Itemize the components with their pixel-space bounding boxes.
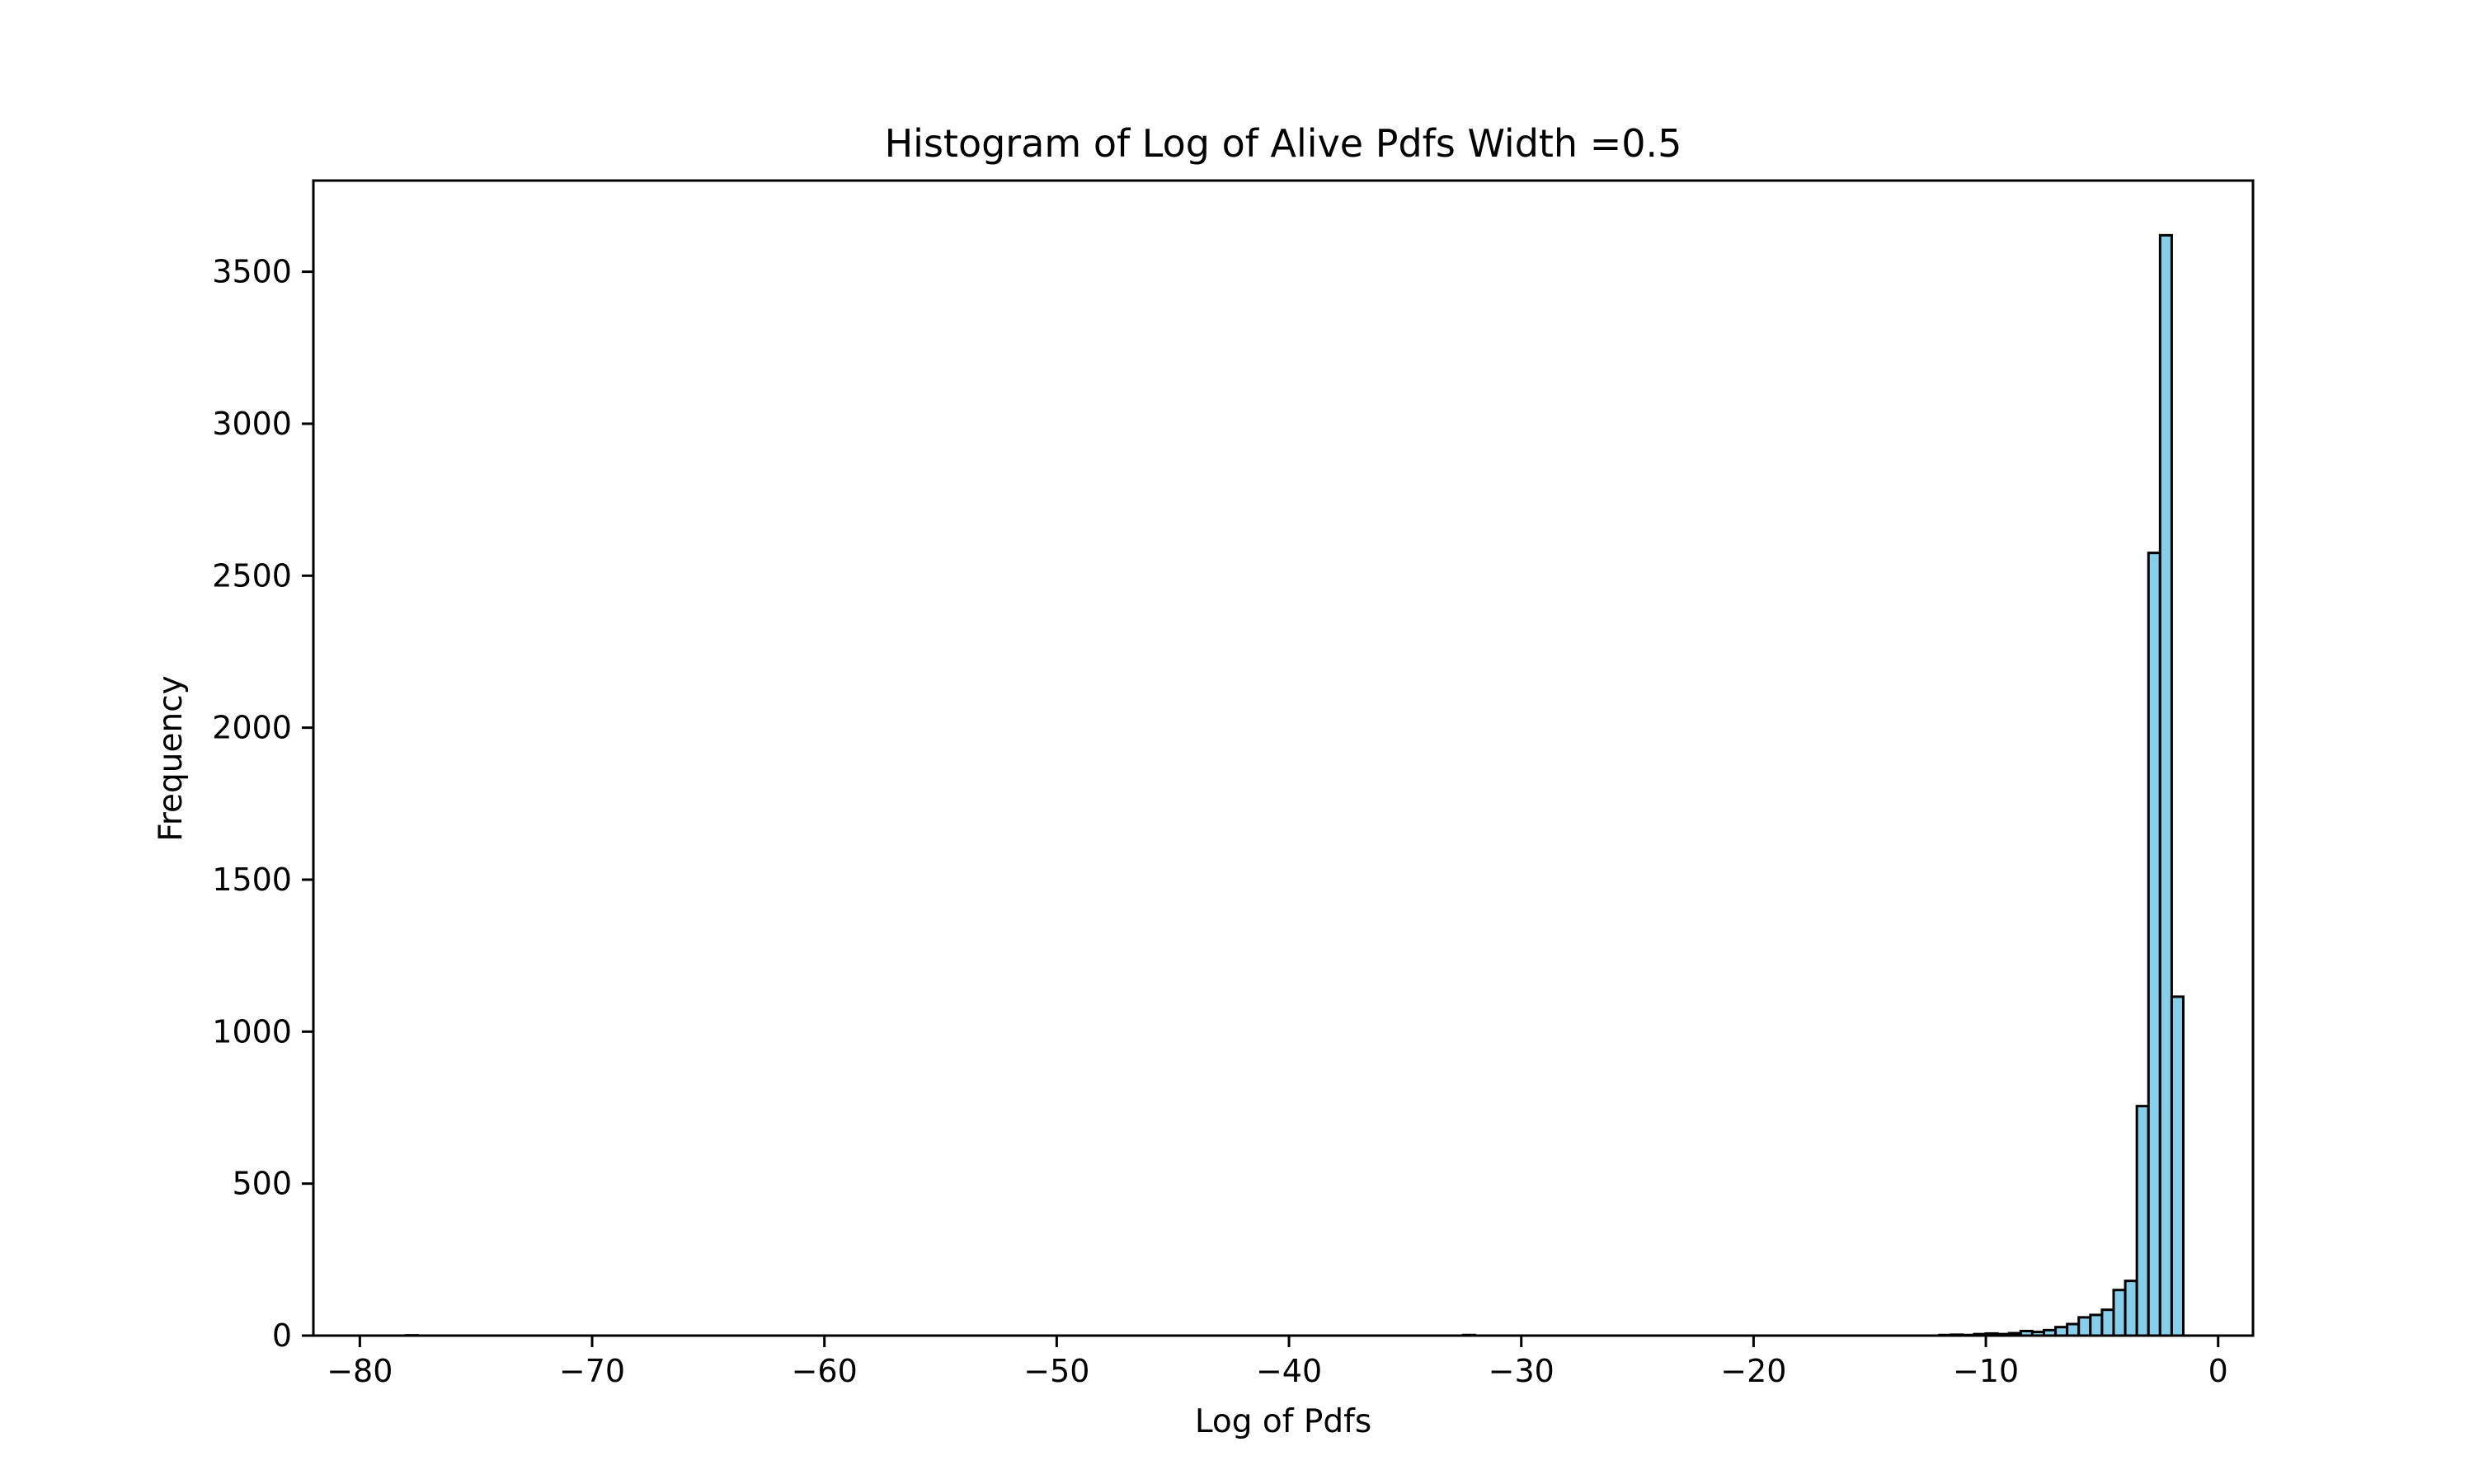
y-tick-label: 3500 [212,254,292,290]
histogram-bar [2147,552,2161,1337]
y-tick-label: 500 [232,1166,292,1202]
histogram-bar [2124,1280,2138,1337]
histogram-bar [2066,1322,2081,1337]
histogram-bar [2170,995,2185,1337]
histogram-bar [2089,1313,2104,1337]
y-axis-ticks: 0 500 1000 1500 2000 2500 3000 3500 [212,254,313,1354]
x-axis-label: Log of Pdfs [1195,1403,1371,1440]
x-tick-label: −70 [559,1353,625,1389]
y-tick-label: 3000 [212,406,292,442]
histogram-bar [2054,1326,2069,1337]
histogram-bar [2100,1308,2115,1337]
y-tick-label: 2000 [212,710,292,746]
x-tick-label: −10 [1953,1353,2019,1389]
y-tick-label: 2500 [212,557,292,594]
x-tick-label: −20 [1720,1353,1786,1389]
y-axis-label: Frequency [153,675,190,841]
x-tick-label: −40 [1256,1353,1322,1389]
x-tick-label: 0 [2208,1353,2228,1389]
y-tick-label: 1000 [212,1013,292,1050]
x-tick-label: −60 [792,1353,858,1389]
histogram-bars [405,233,2185,1337]
histogram-bar [2112,1289,2127,1337]
histogram-bar [2158,233,2173,1337]
chart-title: Histogram of Log of Alive Pdfs Width =0.… [885,121,1682,166]
y-tick-label: 0 [272,1317,292,1354]
y-tick-label: 1500 [212,862,292,898]
histogram-bar [2077,1316,2092,1337]
x-tick-label: −30 [1489,1353,1554,1389]
plot-frame [312,179,2255,1337]
x-tick-label: −80 [327,1353,393,1389]
x-axis-ticks: −80 −70 −60 −50 −40 −30 −20 −10 0 [327,1336,2228,1389]
histogram-bar [2135,1105,2150,1337]
x-tick-label: −50 [1023,1353,1089,1389]
